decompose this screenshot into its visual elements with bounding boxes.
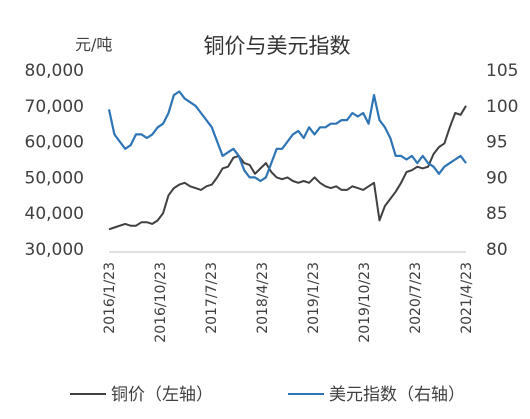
chart-title: 铜价与美元指数 bbox=[204, 34, 351, 58]
x-tick-label: 2016/10/23 bbox=[153, 262, 169, 343]
x-tick-label: 2019/1/23 bbox=[306, 262, 322, 334]
x-tick-label: 2020/7/23 bbox=[408, 262, 424, 334]
y-left-tick-label: 60,000 bbox=[25, 133, 84, 153]
legend: 铜价（左轴） 美元指数（右轴） bbox=[70, 385, 465, 405]
y-left-tick-label: 40,000 bbox=[25, 204, 84, 224]
y-right-tick-labels: 80 85 90 95 100 105 bbox=[486, 61, 518, 260]
legend-label-dollar-index: 美元指数（右轴） bbox=[329, 385, 465, 405]
y-right-tick-label: 85 bbox=[486, 204, 508, 224]
x-tick-labels: 2016/1/23 2016/10/23 2017/7/23 2018/4/23 201… bbox=[102, 262, 475, 343]
y-left-tick-label: 70,000 bbox=[25, 97, 84, 117]
x-tick-label: 2021/4/23 bbox=[459, 262, 475, 334]
y-left-unit-label: 元/吨 bbox=[75, 35, 112, 54]
legend-label-copy-price: 铜价（左轴） bbox=[111, 385, 213, 405]
x-tick-label: 2018/4/23 bbox=[255, 262, 271, 334]
y-left-tick-label: 50,000 bbox=[25, 168, 84, 188]
series-layer bbox=[107, 90, 467, 231]
y-right-tick-label: 90 bbox=[486, 168, 508, 188]
y-left-tick-label: 30,000 bbox=[25, 240, 84, 260]
y-right-tick-label: 80 bbox=[486, 240, 508, 260]
x-tick-label: 2016/1/23 bbox=[102, 262, 118, 334]
x-tick-label: 2019/10/23 bbox=[357, 262, 373, 343]
series-line-copy-price bbox=[108, 105, 467, 231]
y-right-tick-label: 100 bbox=[486, 97, 518, 117]
y-right-tick-label: 95 bbox=[486, 133, 508, 153]
y-left-tick-labels: 30,000 40,000 50,000 60,000 70,000 80,000 bbox=[25, 61, 84, 260]
y-left-tick-label: 80,000 bbox=[25, 61, 84, 81]
x-tick-label: 2017/7/23 bbox=[204, 262, 220, 334]
y-right-tick-label: 105 bbox=[486, 61, 518, 81]
series-line-dollar-index bbox=[107, 90, 467, 183]
